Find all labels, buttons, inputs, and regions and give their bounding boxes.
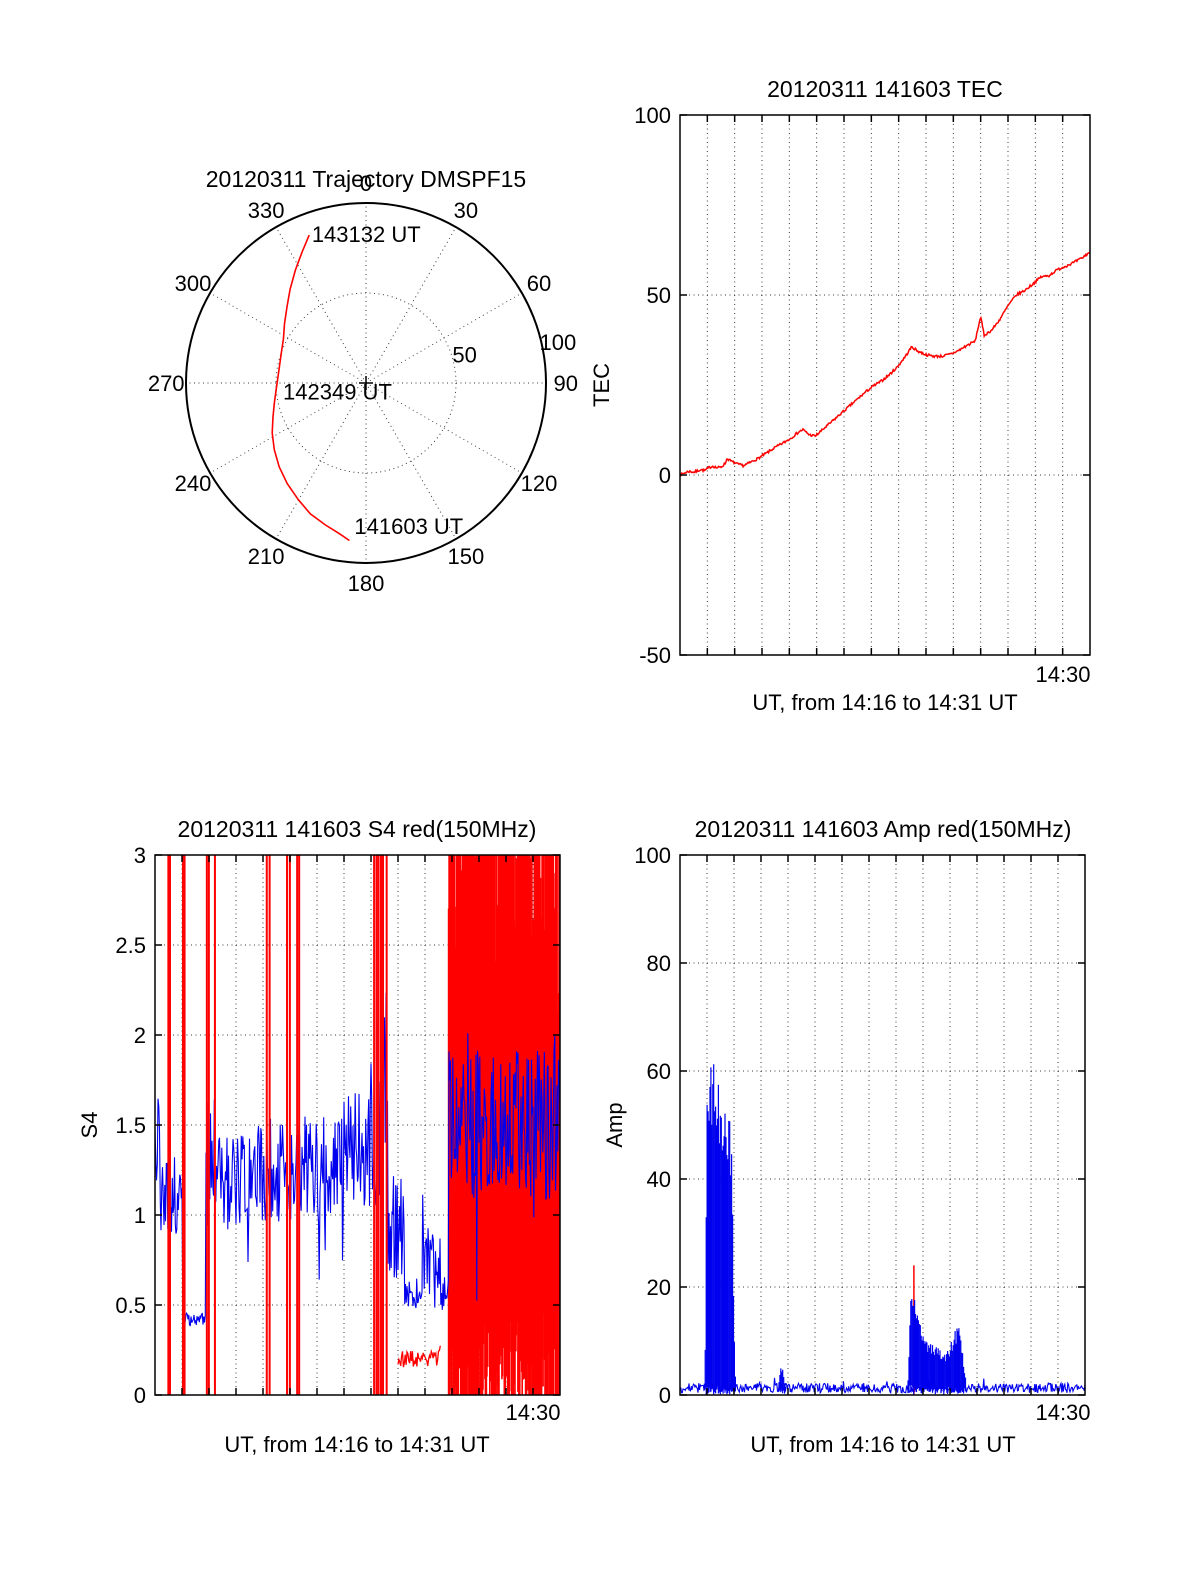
- trajectory-annotation: 141603 UT: [354, 514, 463, 539]
- tick-label: 240: [175, 471, 212, 496]
- tick-label: 300: [175, 271, 212, 296]
- s4-y-axis-label: S4: [77, 1111, 102, 1139]
- tick-label: 0: [134, 1383, 146, 1408]
- tick-label: 330: [248, 198, 285, 223]
- tick-label: 270: [148, 371, 185, 396]
- tec-y-axis-label: TEC: [589, 363, 614, 407]
- tec-x-tick-label: 14:30: [1035, 662, 1091, 687]
- tick-label: 150: [448, 544, 485, 569]
- amp-axes-frame: [679, 854, 1086, 1396]
- amp-x-tick-label: 14:30: [1035, 1400, 1091, 1425]
- tick-label: 40: [647, 1167, 671, 1192]
- tick-label: 180: [348, 571, 385, 596]
- tick-label: 100: [540, 330, 577, 355]
- polar-spoke: [365, 382, 457, 540]
- tec-title: 20120311 141603 TEC: [767, 76, 1003, 102]
- s4-blue-trace: [155, 954, 560, 1327]
- polar-spoke: [365, 226, 457, 384]
- amp-series: [680, 1064, 1085, 1395]
- tick-label: 1.5: [115, 1113, 146, 1138]
- polar-spoke: [275, 382, 367, 540]
- tick-label: 0: [360, 171, 372, 196]
- tick-label: -50: [639, 643, 671, 668]
- tick-label: 210: [248, 544, 285, 569]
- tick-label: 20: [647, 1275, 671, 1300]
- amp-blue-baseline: [680, 1377, 1085, 1395]
- s4-x-tick-label: 14:30: [505, 1400, 561, 1425]
- trajectory-annotation: 143132 UT: [312, 222, 421, 247]
- polar-spoke: [275, 226, 367, 384]
- trajectory-title: 20120311 Trajectory DMSPF15: [205, 166, 527, 192]
- trajectory-path: [271, 234, 350, 542]
- tick-label: 120: [521, 471, 558, 496]
- polar-spoke: [209, 382, 367, 474]
- tick-label: 50: [452, 343, 476, 368]
- tick-label: 100: [634, 843, 671, 868]
- tick-label: 60: [527, 271, 551, 296]
- tick-label: 0: [659, 1383, 671, 1408]
- s4-series: [155, 855, 560, 1395]
- tick-label: 90: [554, 371, 578, 396]
- polar-outer-ring: [185, 202, 547, 564]
- polar-spoke: [365, 292, 523, 384]
- tick-label: 2.5: [115, 933, 146, 958]
- tick-label: 80: [647, 951, 671, 976]
- s4-x-axis-label: UT, from 14:16 to 14:31 UT: [224, 1432, 490, 1457]
- tick-label: 3: [134, 843, 146, 868]
- tick-label: 2: [134, 1023, 146, 1048]
- polar-spoke: [365, 382, 523, 474]
- tick-label: 50: [647, 283, 671, 308]
- s4-red-low-trace: [397, 1345, 441, 1368]
- polar-inner-ring: [275, 292, 457, 474]
- tick-label: 60: [647, 1059, 671, 1084]
- tec-line: [680, 251, 1090, 477]
- tick-label: 1: [134, 1203, 146, 1228]
- trajectory-annotation: 142349 UT: [283, 380, 392, 405]
- s4-title: 20120311 141603 S4 red(150MHz): [177, 816, 537, 842]
- tec-series: [680, 251, 1090, 477]
- tick-label: 100: [634, 103, 671, 128]
- amp-y-axis-label: Amp: [602, 1102, 627, 1148]
- amp-title: 20120311 141603 Amp red(150MHz): [694, 816, 1072, 842]
- amp-x-axis-label: UT, from 14:16 to 14:31 UT: [750, 1432, 1016, 1457]
- tec-axes-frame: [679, 114, 1091, 656]
- tick-label: 30: [454, 198, 478, 223]
- tick-label: 0: [659, 463, 671, 488]
- tec-x-axis-label: UT, from 14:16 to 14:31 UT: [752, 690, 1018, 715]
- tick-label: 0.5: [115, 1293, 146, 1318]
